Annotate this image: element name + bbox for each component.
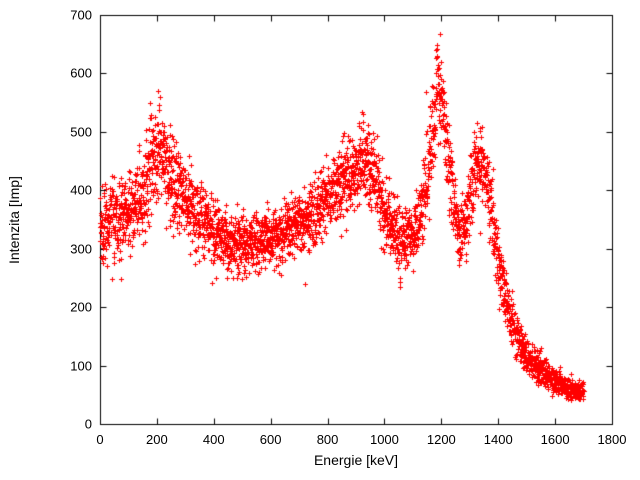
x-tick-label: 1800 [597, 432, 627, 447]
x-tick-label: 0 [96, 432, 104, 447]
x-tick-label: 800 [316, 432, 339, 447]
y-tick-label: 600 [70, 65, 92, 81]
x-tick-label: 1200 [426, 432, 456, 447]
x-axis-label: Energie [keV] [313, 452, 399, 468]
y-tick-label: 500 [70, 124, 92, 140]
y-tick-label: 200 [70, 299, 92, 315]
y-tick-label: 300 [70, 241, 92, 257]
y-tick-label: 100 [70, 358, 92, 374]
x-tick-label: 600 [259, 432, 282, 447]
y-axis-label: Intenzita [Imp] [6, 176, 22, 264]
y-tick-label: 400 [70, 182, 92, 198]
x-tick-label: 200 [146, 432, 168, 447]
x-tick-label: 1000 [369, 432, 399, 447]
x-tick-label: 1600 [540, 432, 570, 447]
x-tick-label: 1400 [483, 432, 513, 447]
y-tick-label: 0 [84, 416, 92, 432]
y-tick-label: 700 [70, 7, 92, 23]
x-tick-label: 400 [202, 432, 225, 447]
